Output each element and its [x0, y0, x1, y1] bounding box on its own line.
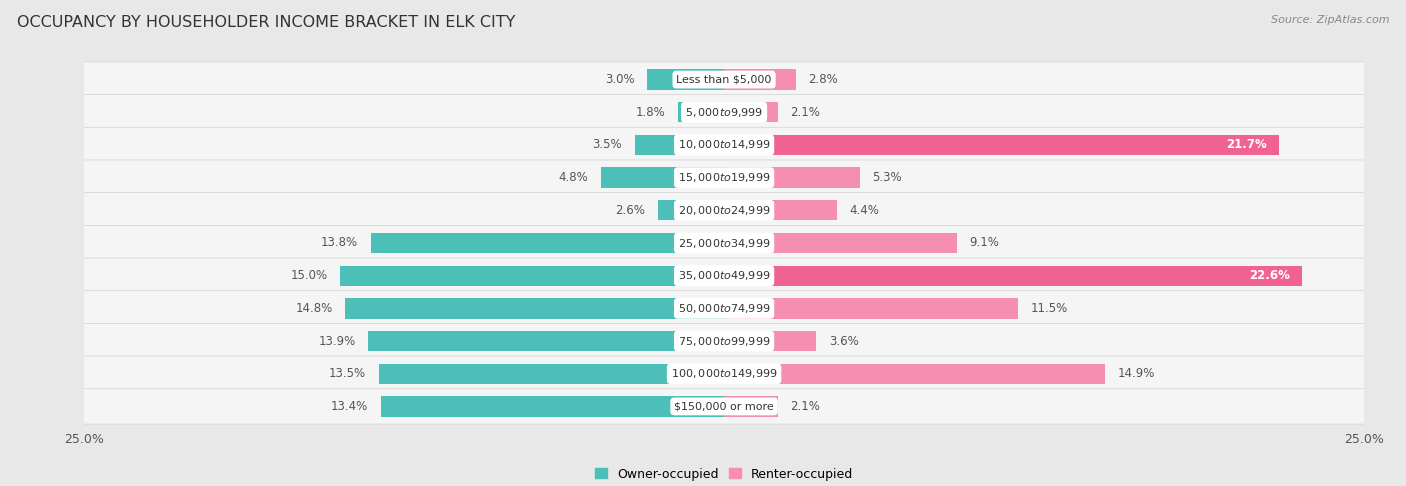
Bar	[724, 364, 1105, 384]
Text: 3.5%: 3.5%	[592, 139, 621, 152]
Text: $35,000 to $49,999: $35,000 to $49,999	[678, 269, 770, 282]
Text: $5,000 to $9,999: $5,000 to $9,999	[685, 106, 763, 119]
Legend: Owner-occupied, Renter-occupied: Owner-occupied, Renter-occupied	[595, 468, 853, 481]
Text: 2.6%: 2.6%	[614, 204, 645, 217]
Text: 2.1%: 2.1%	[790, 400, 821, 413]
Text: $10,000 to $14,999: $10,000 to $14,999	[678, 139, 770, 152]
FancyBboxPatch shape	[77, 160, 1371, 195]
Text: 3.0%: 3.0%	[605, 73, 634, 86]
Text: 2.8%: 2.8%	[808, 73, 838, 86]
Bar	[724, 331, 817, 351]
Bar	[647, 69, 724, 90]
Text: 1.8%: 1.8%	[636, 106, 665, 119]
Text: 9.1%: 9.1%	[970, 237, 1000, 249]
Text: 22.6%: 22.6%	[1249, 269, 1289, 282]
Bar	[724, 135, 1279, 155]
Bar	[658, 200, 724, 221]
Text: Less than $5,000: Less than $5,000	[676, 74, 772, 85]
FancyBboxPatch shape	[77, 323, 1371, 359]
Text: 5.3%: 5.3%	[873, 171, 903, 184]
Bar	[346, 298, 724, 318]
Bar	[724, 265, 1302, 286]
Text: 2.1%: 2.1%	[790, 106, 821, 119]
Bar	[368, 331, 724, 351]
Bar	[381, 396, 724, 417]
Text: 11.5%: 11.5%	[1031, 302, 1069, 315]
Text: 3.6%: 3.6%	[830, 334, 859, 347]
Text: $100,000 to $149,999: $100,000 to $149,999	[671, 367, 778, 380]
Text: OCCUPANCY BY HOUSEHOLDER INCOME BRACKET IN ELK CITY: OCCUPANCY BY HOUSEHOLDER INCOME BRACKET …	[17, 15, 515, 30]
FancyBboxPatch shape	[77, 356, 1371, 391]
Bar	[724, 200, 837, 221]
Text: Source: ZipAtlas.com: Source: ZipAtlas.com	[1271, 15, 1389, 25]
Bar	[724, 233, 957, 253]
Text: $150,000 or more: $150,000 or more	[675, 401, 773, 412]
Text: 4.4%: 4.4%	[849, 204, 879, 217]
Bar	[340, 265, 724, 286]
Text: 13.5%: 13.5%	[329, 367, 366, 380]
FancyBboxPatch shape	[77, 127, 1371, 163]
Text: 4.8%: 4.8%	[558, 171, 589, 184]
Bar	[724, 69, 796, 90]
Bar	[724, 396, 778, 417]
Text: $15,000 to $19,999: $15,000 to $19,999	[678, 171, 770, 184]
Bar	[378, 364, 724, 384]
Text: 13.9%: 13.9%	[318, 334, 356, 347]
Text: 14.9%: 14.9%	[1118, 367, 1156, 380]
Text: 13.4%: 13.4%	[332, 400, 368, 413]
Text: $50,000 to $74,999: $50,000 to $74,999	[678, 302, 770, 315]
Text: $75,000 to $99,999: $75,000 to $99,999	[678, 334, 770, 347]
Text: 21.7%: 21.7%	[1226, 139, 1267, 152]
FancyBboxPatch shape	[77, 226, 1371, 260]
FancyBboxPatch shape	[77, 95, 1371, 130]
Text: 15.0%: 15.0%	[290, 269, 328, 282]
Text: 14.8%: 14.8%	[295, 302, 333, 315]
FancyBboxPatch shape	[77, 258, 1371, 294]
Bar	[634, 135, 724, 155]
FancyBboxPatch shape	[77, 62, 1371, 97]
Text: $25,000 to $34,999: $25,000 to $34,999	[678, 237, 770, 249]
FancyBboxPatch shape	[77, 192, 1371, 228]
Bar	[724, 298, 1018, 318]
Bar	[724, 168, 859, 188]
FancyBboxPatch shape	[77, 389, 1371, 424]
FancyBboxPatch shape	[77, 291, 1371, 326]
Bar	[371, 233, 724, 253]
Text: $20,000 to $24,999: $20,000 to $24,999	[678, 204, 770, 217]
Bar	[678, 102, 724, 122]
Bar	[724, 102, 778, 122]
Bar	[602, 168, 724, 188]
Text: 13.8%: 13.8%	[321, 237, 359, 249]
